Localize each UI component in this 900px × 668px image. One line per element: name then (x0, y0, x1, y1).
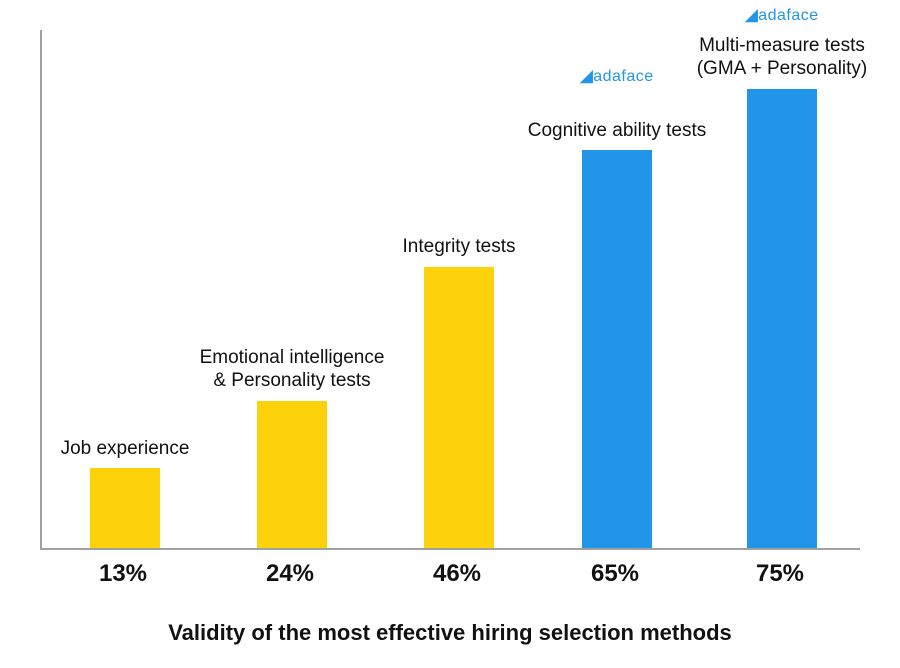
bar-label: Integrity tests (359, 235, 559, 259)
bar (424, 267, 494, 548)
bar-value-label: 13% (41, 560, 205, 588)
chart-caption: Validity of the most effective hiring se… (0, 620, 900, 646)
bar (90, 468, 160, 548)
bar (582, 150, 652, 548)
bar-label: Job experience (25, 437, 225, 461)
bar-group: Job experience (90, 468, 160, 548)
bar-group: Cognitive ability tests◢adaface (582, 150, 652, 548)
plot-area: Job experience Emotional intelligence & P… (40, 30, 860, 550)
adaface-logo-text: adaface (758, 7, 818, 24)
bar (257, 401, 327, 548)
bar-group: Emotional intelligence & Personality tes… (257, 401, 327, 548)
bar-value-label: 75% (698, 560, 862, 588)
bar-value-label: 24% (208, 560, 372, 588)
bar-label: Cognitive ability tests (517, 119, 717, 143)
bar (747, 89, 817, 548)
adaface-logo-icon: ◢ (580, 68, 593, 85)
bar-label: Emotional intelligence & Personality tes… (192, 346, 392, 394)
bar-chart: Job experience Emotional intelligence & P… (0, 0, 900, 668)
adaface-logo-icon: ◢ (745, 7, 758, 24)
bar-value-label: 65% (533, 560, 697, 588)
bar-group: Integrity tests (424, 267, 494, 548)
bar-value-label: 46% (375, 560, 539, 588)
bar-label: Multi-measure tests (GMA + Personality) (682, 34, 882, 82)
bar-group: Multi-measure tests (GMA + Personality)◢… (747, 89, 817, 548)
adaface-logo-text: adaface (593, 68, 653, 85)
adaface-logo: ◢adaface (682, 5, 882, 25)
